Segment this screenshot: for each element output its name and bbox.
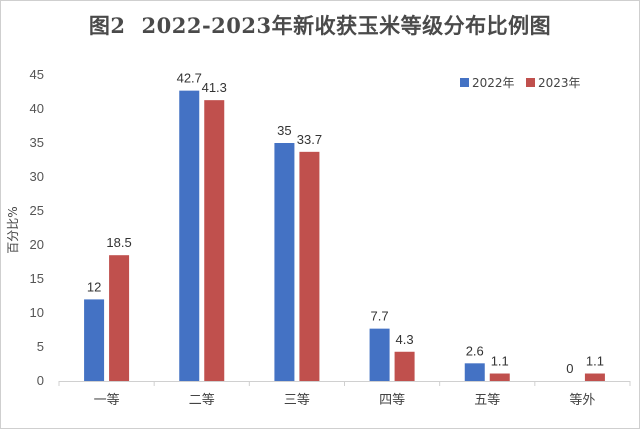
bar-2023年 [584,373,605,381]
legend-label: 2022年 [472,76,515,90]
y-tick-label: 25 [30,203,44,218]
bar-2023年 [204,100,225,381]
data-label: 4.3 [396,332,414,347]
x-tick-label: 等外 [569,392,595,408]
bar-2022年 [179,90,200,381]
bar-2022年 [464,363,485,381]
y-tick-label: 40 [30,101,44,116]
y-tick-label: 30 [30,169,44,184]
y-tick-label: 45 [30,67,44,82]
data-label: 2.6 [466,343,484,358]
x-tick-label: 一等 [94,392,120,408]
plot-area: 12 42.7 35 7.7 2.6 0 18.5 41.3 33.7 4.3 1.1 1.1 [84,71,605,381]
data-label: 18.5 [106,235,131,250]
x-tick-label: 三等 [284,392,310,408]
data-label: 35 [277,123,291,138]
data-label: 0 [566,361,573,376]
x-tick-label: 四等 [379,392,405,408]
y-tick-label: 20 [30,237,44,252]
data-label: 41.3 [202,80,227,95]
chart-title: 图2 2022-2023年新收获玉米等级分布比例图 [0,10,640,40]
y-tick-label: 5 [37,339,44,354]
bar-2022年 [84,299,105,381]
legend-swatch [460,78,469,87]
legend: 2022年 2023年 [460,76,581,90]
data-label: 42.7 [177,71,202,86]
x-tick-label: 五等 [474,392,500,408]
data-label: 1.1 [586,354,604,369]
bar-2023年 [109,255,130,381]
bar-2023年 [394,351,415,381]
legend-swatch [526,78,535,87]
bar-2023年 [299,151,320,381]
chart-title-text: 2022-2023年新收获玉米等级分布比例图 [141,13,552,38]
y-tick-label: 10 [30,305,44,320]
y-tick-label: 15 [30,271,44,286]
y-tick-label: 35 [30,135,44,150]
bar-2023年 [489,373,510,381]
legend-label: 2023年 [538,76,581,90]
y-axis-label: 百分比% [6,206,20,253]
data-label: 7.7 [371,309,389,324]
chart-title-prefix: 图2 [88,13,126,38]
data-label: 12 [87,279,101,294]
y-axis: 0 5 10 15 20 25 30 35 40 45 [30,67,44,388]
x-tick-label: 二等 [189,392,215,408]
x-axis: 一等 二等 三等 四等 五等 等外 [58,381,631,408]
bar-2022年 [274,143,295,381]
bar-2022年 [369,328,390,381]
data-label: 1.1 [491,354,509,369]
data-label: 33.7 [297,132,322,147]
y-tick-label: 0 [37,373,44,388]
